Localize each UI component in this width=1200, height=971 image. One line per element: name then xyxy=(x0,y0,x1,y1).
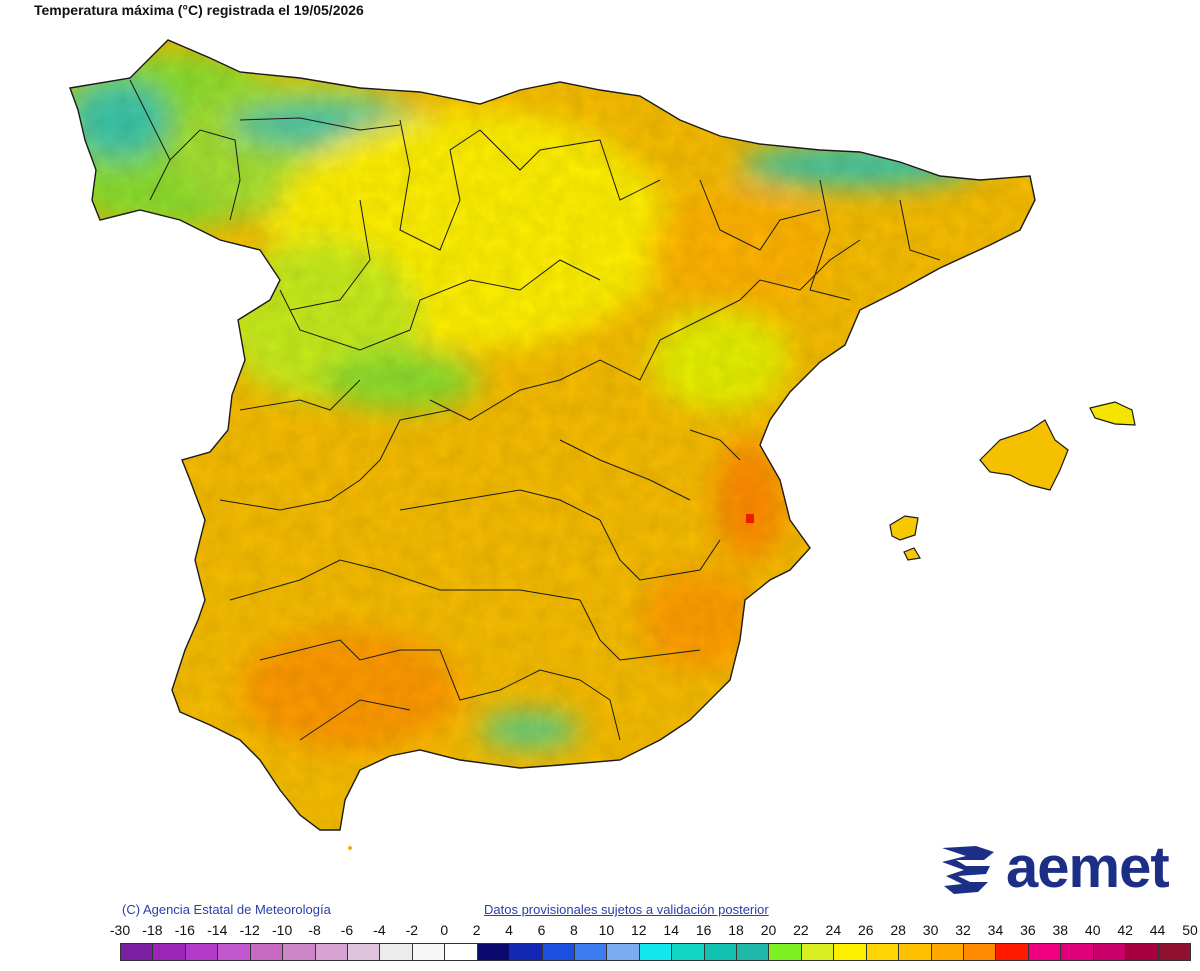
legend-color-swatch xyxy=(476,943,511,961)
legend-color-swatch xyxy=(930,943,965,961)
aemet-emblem-icon xyxy=(942,846,994,894)
legend-tick-label: 18 xyxy=(728,922,744,938)
legend-color-swatch xyxy=(898,943,932,961)
legend-tick-label: 14 xyxy=(663,922,679,938)
mallorca xyxy=(979,419,1069,491)
legend-color-swatch xyxy=(282,943,316,961)
legend-color-swatch xyxy=(768,943,802,961)
terrain-texture xyxy=(70,40,1035,830)
legend-color-swatch xyxy=(736,943,770,961)
legend-color-swatch xyxy=(346,943,381,961)
legend-tick-label: 40 xyxy=(1084,922,1101,938)
legend-tick-label: 2 xyxy=(472,922,481,938)
legend-color-swatch xyxy=(541,943,575,961)
legend-tick-label: 28 xyxy=(890,922,906,938)
aemet-logo: aemet xyxy=(936,835,1198,902)
legend-color-swatch xyxy=(833,943,867,961)
disclaimer-link[interactable]: Datos provisionales sujetos a validación… xyxy=(484,902,769,917)
legend-tick-label: -14 xyxy=(207,922,228,938)
legend-tick-label: 6 xyxy=(537,922,546,938)
legend-tick-label: 0 xyxy=(440,922,449,938)
copyright-notice: (C) Agencia Estatal de Meteorología xyxy=(122,902,331,917)
province-borders xyxy=(129,79,941,741)
legend-tick-label: 50 xyxy=(1182,922,1198,938)
legend-color-swatch xyxy=(1060,943,1094,961)
legend-tick-label: 36 xyxy=(1020,922,1036,938)
aemet-logo-text: aemet xyxy=(1006,835,1170,900)
map-title: Temperatura máxima (°C) registrada el 19… xyxy=(34,2,364,18)
legend-color-swatch xyxy=(995,943,1029,961)
legend-color-swatch xyxy=(1157,943,1191,961)
legend-color-swatch xyxy=(152,943,186,961)
legend-tick-label: -12 xyxy=(239,922,260,938)
legend-color-swatch xyxy=(1092,943,1127,961)
legend-color-swatch xyxy=(314,943,348,961)
legend-tick-label: 38 xyxy=(1052,922,1069,938)
temperature-legend: -30 -18 -16 -14 -12 -10 -8 -6 -4 -2 0 2 4 6 8 10 12 14 16 1… xyxy=(106,922,1198,966)
legend-tick-label: -10 xyxy=(271,922,293,938)
legend-tick-label: 16 xyxy=(695,922,712,938)
legend-tick-label: 32 xyxy=(955,922,971,938)
legend-color-swatch xyxy=(865,943,900,961)
menorca xyxy=(1089,401,1136,426)
legend-tick-label: -30 xyxy=(109,922,131,938)
legend-tick-label: 30 xyxy=(922,922,939,938)
legend-tick-label: 44 xyxy=(1149,922,1166,938)
legend-color-swatch xyxy=(573,943,608,961)
legend-color-swatch xyxy=(379,943,413,961)
peninsula-temperature-field xyxy=(70,40,1035,830)
legend-color-swatch xyxy=(1125,943,1159,961)
peninsula-coastline xyxy=(69,39,1036,831)
legend-color-swatch xyxy=(217,943,251,961)
legend-color-swatch xyxy=(606,943,640,961)
legend-color-swatch xyxy=(509,943,543,961)
legend-color-swatch xyxy=(800,943,835,961)
legend-color-swatch xyxy=(184,943,219,961)
legend-color-swatch xyxy=(249,943,284,961)
legend-tick-label: 10 xyxy=(598,922,615,938)
legend-tick-label: -16 xyxy=(174,922,195,938)
ibiza xyxy=(889,515,919,541)
legend-tick-label: -4 xyxy=(373,922,386,938)
legend-tick-label: 26 xyxy=(857,922,874,938)
legend-tick-label: 8 xyxy=(570,922,578,938)
legend-color-swatch xyxy=(703,943,738,961)
legend-tick-label: 12 xyxy=(630,922,647,938)
legend-color-swatch xyxy=(963,943,997,961)
legend-tick-label: -6 xyxy=(340,922,354,938)
legend-tick-label: 22 xyxy=(793,922,809,938)
legend-tick-label: -8 xyxy=(308,922,321,938)
ceuta-marker xyxy=(348,846,352,850)
hotspot-marker xyxy=(746,514,754,523)
legend-tick-label: 20 xyxy=(760,922,777,938)
legend-tick-label: 4 xyxy=(505,922,513,938)
formentera xyxy=(903,547,921,561)
legend-color-swatch xyxy=(671,943,705,961)
legend-color-swatch xyxy=(411,943,446,961)
legend-tick-label: 42 xyxy=(1117,922,1133,938)
legend-tick-label: 24 xyxy=(825,922,842,938)
legend-tick-label: -2 xyxy=(405,922,419,938)
legend-color-swatch xyxy=(1027,943,1062,961)
legend-color-swatch xyxy=(120,943,154,961)
legend-tick-label: -18 xyxy=(142,922,163,938)
legend-color-swatch xyxy=(444,943,478,961)
legend-tick-label: 34 xyxy=(987,922,1004,938)
balearic-islands xyxy=(889,401,1136,561)
legend-color-swatch xyxy=(638,943,673,961)
